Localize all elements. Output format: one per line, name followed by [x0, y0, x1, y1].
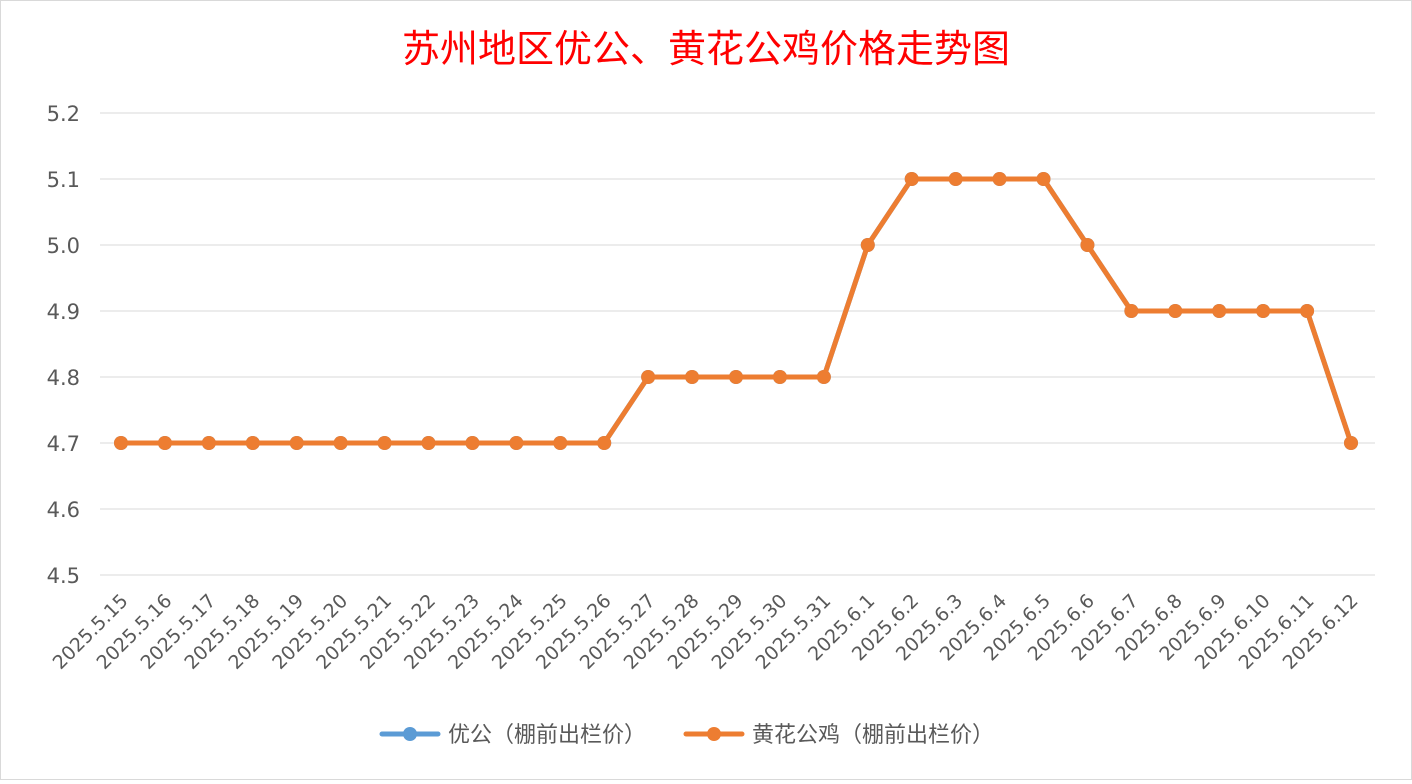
data-point	[860, 238, 875, 252]
data-point	[1168, 304, 1183, 318]
data-point	[553, 436, 568, 450]
data-point	[333, 436, 348, 450]
y-tick-label: 4.7	[47, 432, 80, 456]
y-tick-label: 4.9	[47, 300, 80, 324]
legend-item: 黄花公鸡（棚前出栏价）	[683, 723, 994, 748]
data-point	[157, 436, 172, 450]
data-point	[729, 370, 743, 384]
y-tick-label: 4.8	[47, 366, 80, 390]
data-point	[641, 370, 656, 384]
legend-marker	[403, 727, 417, 741]
data-point	[772, 370, 787, 384]
data-point	[465, 436, 480, 450]
series-2	[114, 172, 1358, 450]
data-point	[509, 436, 524, 450]
data-point	[948, 172, 963, 186]
data-point	[1036, 172, 1051, 186]
legend: 优公（棚前出栏价） 黄花公鸡（棚前出栏价）	[379, 723, 994, 748]
data-point	[245, 436, 260, 450]
data-point	[114, 436, 128, 450]
series-group	[114, 172, 1358, 450]
y-tick-label: 5.2	[47, 102, 80, 126]
data-point	[816, 370, 831, 384]
y-axis: 5.2 5.1 5.0 4.9 4.8 4.7 4.6 4.5	[47, 102, 80, 588]
legend-item: 优公（棚前出栏价）	[379, 723, 646, 748]
data-point	[1344, 436, 1358, 450]
data-point	[1080, 238, 1095, 252]
data-point	[421, 436, 436, 450]
data-point	[289, 436, 304, 450]
y-tick-label: 5.1	[47, 168, 80, 192]
data-point	[1124, 304, 1139, 318]
legend-label: 黄花公鸡（棚前出栏价）	[752, 723, 994, 748]
chart-title: 苏州地区优公、黄花公鸡价格走势图	[402, 27, 1010, 71]
legend-label: 优公（棚前出栏价）	[448, 723, 646, 748]
y-tick-label: 4.6	[47, 498, 80, 522]
data-point	[377, 436, 392, 450]
data-point	[904, 172, 919, 186]
data-point	[992, 172, 1007, 186]
data-point	[1300, 304, 1315, 318]
y-tick-label: 4.5	[47, 564, 80, 588]
y-tick-label: 5.0	[47, 234, 80, 258]
data-point	[1256, 304, 1271, 318]
data-point	[597, 436, 612, 450]
legend-marker	[707, 727, 721, 741]
data-point	[1212, 304, 1227, 318]
data-point	[685, 370, 700, 384]
data-point	[201, 436, 216, 450]
